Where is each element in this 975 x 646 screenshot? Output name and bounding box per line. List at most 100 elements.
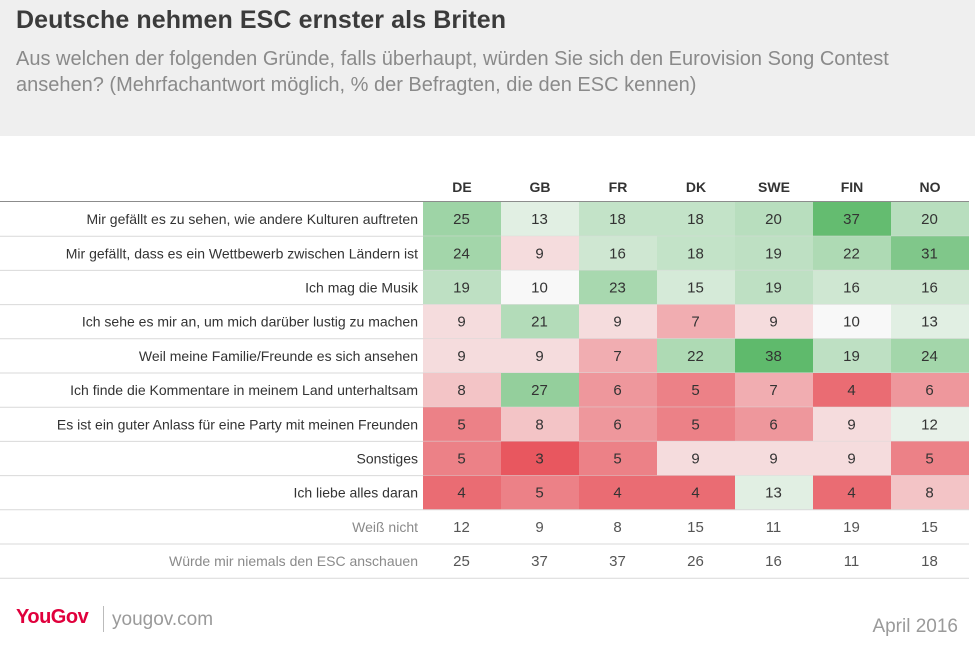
cell-value: 11: [844, 553, 860, 570]
heat-cell: [423, 236, 501, 271]
heat-cell: [579, 475, 657, 510]
heat-cell: [813, 236, 891, 271]
cell-value: 5: [457, 416, 465, 433]
heat-cell: [813, 373, 891, 408]
cell-value: 5: [613, 451, 621, 468]
cell-value: 22: [687, 348, 704, 365]
cell-value: 9: [769, 451, 777, 468]
heat-cell: [657, 270, 735, 305]
heat-cell: [891, 202, 969, 237]
column-header-fr: FR: [609, 179, 628, 195]
cell-value: 6: [769, 416, 777, 433]
cell-value: 4: [847, 382, 855, 399]
cell-value: 15: [921, 519, 938, 536]
cell-value: 9: [535, 519, 543, 536]
heat-cell: [891, 270, 969, 305]
heat-cell: [579, 236, 657, 271]
cell-value: 16: [609, 245, 626, 262]
heat-cell: [891, 236, 969, 271]
row-label: Mir gefällt es zu sehen, wie andere Kult…: [86, 211, 418, 227]
heat-cell: [579, 270, 657, 305]
row-label: Ich liebe alles daran: [293, 485, 418, 501]
heat-cell: [579, 304, 657, 339]
heat-cell: [735, 475, 813, 510]
cell-value: 37: [609, 553, 626, 570]
cell-value: 5: [925, 451, 933, 468]
row-label: Sonstiges: [357, 451, 418, 467]
heat-cell: [423, 338, 501, 373]
cell-value: 16: [765, 553, 782, 570]
row-label: Es ist ein guter Anlass für eine Party m…: [57, 416, 418, 432]
heat-cell: [657, 304, 735, 339]
cell-value: 18: [687, 245, 704, 262]
heat-cell: [501, 270, 579, 305]
heat-cell: [423, 441, 501, 476]
cell-value: 21: [531, 314, 548, 331]
heat-cell: [579, 373, 657, 408]
cell-value: 22: [843, 245, 860, 262]
cell-value: 18: [687, 211, 704, 228]
heat-cell: [891, 407, 969, 442]
cell-value: 13: [765, 485, 782, 502]
heat-cell: [891, 338, 969, 373]
heat-cell: [579, 338, 657, 373]
cell-value: 18: [921, 553, 938, 570]
cell-value: 9: [769, 314, 777, 331]
cell-value: 20: [921, 211, 938, 228]
cell-value: 11: [766, 519, 782, 536]
heat-cell: [735, 270, 813, 305]
row-label: Ich finde die Kommentare in meinem Land …: [70, 382, 418, 398]
heat-cell: [501, 373, 579, 408]
heat-cell: [657, 475, 735, 510]
heat-cell: [579, 407, 657, 442]
cell-value: 7: [769, 382, 777, 399]
cell-value: 5: [457, 451, 465, 468]
cell-value: 13: [531, 211, 548, 228]
heat-cell: [501, 441, 579, 476]
yougov-logo: YouGov: [16, 606, 89, 628]
column-header-dk: DK: [686, 179, 706, 195]
heat-cell: [423, 202, 501, 237]
cell-value: 25: [453, 553, 470, 570]
cell-value: 9: [457, 314, 465, 331]
column-header-gb: GB: [530, 179, 551, 195]
heat-cell: [735, 202, 813, 237]
chart-subtitle: Aus welchen der folgenden Gründe, falls …: [16, 48, 889, 96]
cell-value: 31: [921, 245, 938, 262]
cell-value: 19: [453, 280, 470, 297]
cell-value: 37: [843, 211, 860, 228]
cell-value: 5: [691, 382, 699, 399]
cell-value: 12: [453, 519, 470, 536]
cell-value: 13: [921, 314, 938, 331]
cell-value: 20: [765, 211, 782, 228]
cell-value: 19: [843, 519, 860, 536]
cell-value: 27: [531, 382, 548, 399]
heat-cell: [891, 304, 969, 339]
cell-value: 19: [765, 280, 782, 297]
cell-value: 26: [687, 553, 704, 570]
cell-value: 9: [535, 348, 543, 365]
row-label: Mir gefällt, dass es ein Wettbewerb zwis…: [66, 245, 418, 261]
cell-value: 15: [687, 519, 704, 536]
cell-value: 23: [609, 280, 626, 297]
chart-title: Deutsche nehmen ESC ernster als Briten: [16, 6, 507, 34]
heat-cell: [891, 441, 969, 476]
heat-cell: [735, 373, 813, 408]
cell-value: 9: [457, 348, 465, 365]
footer-date: April 2016: [872, 616, 958, 637]
heat-cell: [813, 475, 891, 510]
cell-value: 19: [765, 245, 782, 262]
cell-value: 6: [925, 382, 933, 399]
heat-cell: [501, 338, 579, 373]
footer-url[interactable]: yougov.com: [112, 609, 214, 630]
heat-cell: [813, 338, 891, 373]
heat-cell: [423, 270, 501, 305]
row-label: Ich mag die Musik: [305, 280, 419, 296]
cell-value: 9: [535, 245, 543, 262]
cell-value: 9: [613, 314, 621, 331]
footer-divider: [103, 606, 104, 632]
cell-value: 8: [535, 416, 543, 433]
heat-cell: [579, 202, 657, 237]
cell-value: 18: [609, 211, 626, 228]
cell-value: 8: [925, 485, 933, 502]
